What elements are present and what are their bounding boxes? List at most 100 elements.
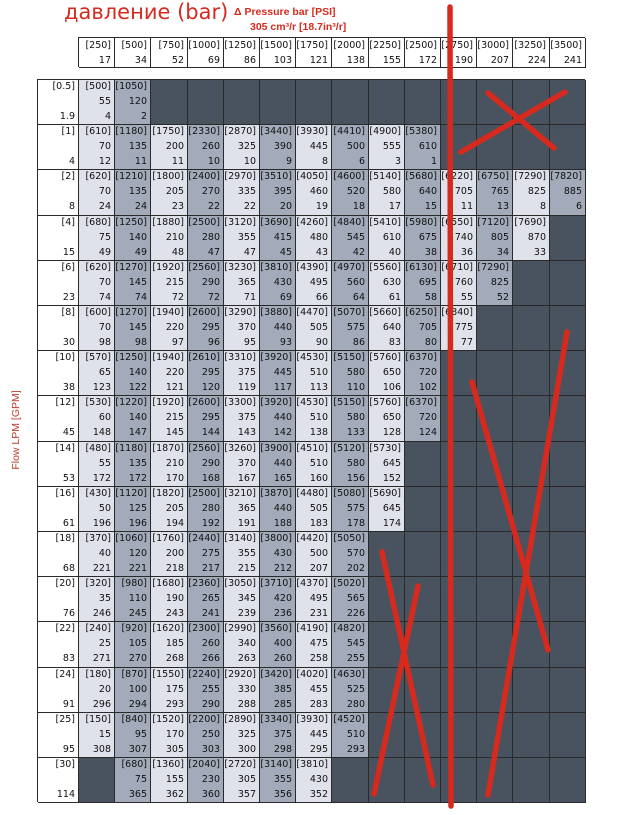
empty-data-cell [441,442,477,487]
speed-rpm-bracket-value: [5760] [369,352,401,363]
flow-gpm-label: [18] [55,533,75,544]
torque-value: 260 [201,141,220,152]
torque-value: 510 [309,412,328,423]
performance-data-cell: [3690] 415 45 [260,216,296,261]
performance-data-cell: [4420] 500 207 [296,532,332,577]
performance-data-cell: [4820] 545 255 [332,622,369,668]
torque-value: 140 [128,367,147,378]
flow-lpm-label: 30 [62,337,75,348]
pressure-psi-label: [3250] [514,40,546,51]
empty-data-cell [550,532,586,577]
output-value: 6 [575,201,582,212]
torque-value: 215 [165,277,184,288]
performance-data-cell: [240] 25 271 [79,622,115,668]
speed-rpm-bracket-value: [3800] [260,533,292,544]
performance-data-cell: [3710] 420 236 [260,577,296,622]
performance-data-cell: [5760] 650 106 [369,351,405,396]
torque-value: 205 [165,503,184,514]
speed-rpm-bracket-value: [1210] [115,171,147,182]
speed-rpm-bracket-value: [180] [85,669,111,680]
empty-data-cell [513,713,550,758]
performance-data-cell: [3440] 390 9 [260,125,296,170]
performance-data-cell: [3560] 400 260 [260,622,296,668]
flow-row-header: [6] 23 [38,261,79,306]
torque-value: 765 [490,186,509,197]
empty-data-cell [332,80,369,125]
torque-value: 100 [128,684,147,695]
speed-rpm-bracket-value: [2560] [188,443,220,454]
pressure-bar-label: 172 [418,55,437,66]
performance-data-cell: [4470] 505 90 [296,306,332,351]
performance-data-cell: [2920] 330 288 [224,668,260,713]
flow-row-header: [22] 83 [38,622,79,668]
speed-rpm-bracket-value: [5560] [369,262,401,273]
torque-value: 120 [128,96,147,107]
speed-rpm-bracket-value: [2920] [224,669,256,680]
empty-data-cell [332,758,369,803]
speed-rpm-bracket-value: [1520] [152,714,184,725]
flow-gpm-label: [4] [61,217,75,228]
flow-lpm-label: 68 [62,563,75,574]
output-value: 303 [201,744,220,755]
torque-value: 675 [418,232,437,243]
speed-rpm-bracket-value: [3810] [296,759,328,770]
torque-value: 545 [346,638,365,649]
output-value: 144 [201,427,220,438]
performance-data-cell: [7690] 870 33 [513,216,550,261]
speed-rpm-bracket-value: [2600] [188,397,220,408]
torque-value: 500 [309,548,328,559]
torque-value: 120 [128,548,147,559]
pressure-header-cell: [1000] 69 [188,38,224,68]
output-value: 246 [92,608,111,619]
speed-rpm-bracket-value: [1920] [152,262,184,273]
performance-data-cell: [980] 110 245 [115,577,151,622]
flow-lpm-label: 95 [62,744,75,755]
speed-rpm-bracket-value: [7690] [514,217,546,228]
torque-value: 55 [98,458,111,469]
performance-data-cell: [2870] 325 10 [224,125,260,170]
performance-data-cell: [1750] 200 11 [151,125,188,170]
performance-data-cell: [2400] 270 22 [188,170,224,216]
speed-rpm-bracket-value: [6220] [441,171,473,182]
output-value: 178 [346,518,365,529]
pressure-bar-label: 207 [490,55,509,66]
torque-value: 55 [98,96,111,107]
torque-value: 870 [527,232,546,243]
performance-data-cell: [4390] 495 66 [296,261,332,306]
performance-data-cell: [680] 75 49 [79,216,115,261]
performance-data-cell: [5080] 575 178 [332,487,369,532]
performance-data-cell: [150] 15 308 [79,713,115,758]
table-top-border [37,79,585,80]
performance-data-cell: [620] 70 74 [79,261,115,306]
speed-rpm-bracket-value: [530] [85,397,111,408]
output-value: 22 [207,201,220,212]
output-value: 11 [460,201,473,212]
speed-rpm-bracket-value: [3920] [260,352,292,363]
performance-data-cell: [6220] 705 11 [441,170,477,216]
performance-data-cell: [5560] 630 61 [369,261,405,306]
flow-row-header: [4] 15 [38,216,79,261]
torque-value: 210 [165,458,184,469]
speed-rpm-bracket-value: [4530] [296,397,328,408]
speed-rpm-bracket-value: [1220] [115,397,147,408]
empty-data-cell [550,216,586,261]
speed-rpm-bracket-value: [6550] [441,217,473,228]
output-value: 305 [165,744,184,755]
speed-rpm-bracket-value: [3810] [260,262,292,273]
speed-rpm-bracket-value: [1360] [152,759,184,770]
speed-rpm-bracket-value: [2040] [188,759,220,770]
performance-data-cell: [3810] 430 69 [260,261,296,306]
performance-data-cell: [6750] 765 13 [477,170,513,216]
torque-value: 575 [346,322,365,333]
output-value: 36 [460,247,473,258]
flow-gpm-label: [12] [55,397,75,408]
performance-data-cell: [1940] 220 97 [151,306,188,351]
speed-rpm-bracket-value: [3300] [224,397,256,408]
speed-rpm-bracket-value: [5140] [369,171,401,182]
output-value: 138 [309,427,328,438]
flow-lpm-label: 8 [68,201,75,212]
speed-rpm-bracket-value: [4970] [333,262,365,273]
performance-data-cell: [3300] 375 143 [224,396,260,442]
red-cross-top-stroke-2 [458,89,568,155]
performance-data-cell: [2500] 280 192 [188,487,224,532]
